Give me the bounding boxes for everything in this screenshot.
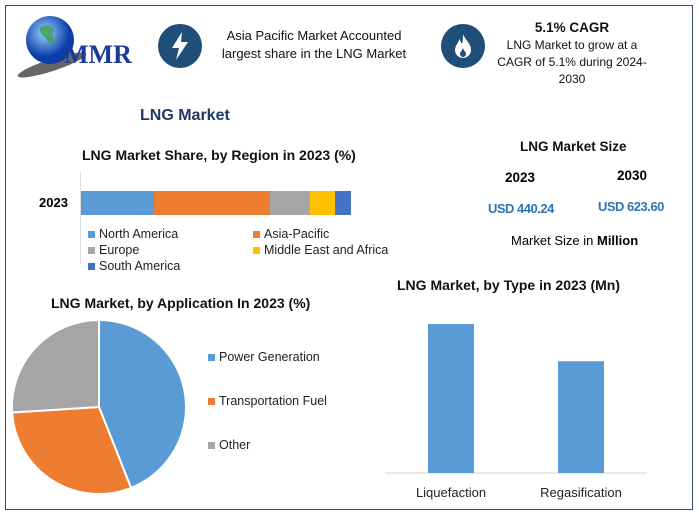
market-size-value-2030: USD 623.60 (598, 199, 664, 214)
market-size-note: Market Size in Million (511, 233, 638, 248)
pie-slice-power-generation (98, 318, 187, 490)
bar-segment-asia-pacific (153, 191, 270, 215)
legend-label: North America (99, 227, 179, 241)
region-axis (80, 172, 81, 264)
application-pie (11, 318, 187, 495)
x-tick-label: Liquefaction (416, 485, 486, 500)
note-prefix: Market Size in (511, 233, 597, 248)
mmr-logo: MMR (14, 10, 144, 80)
legend-swatch (88, 262, 95, 270)
logo-text: MMR (64, 40, 132, 69)
legend-swatch (88, 230, 95, 238)
info-cagr: 5.1% CAGR LNG Market to grow at a CAGR o… (497, 19, 647, 88)
legend-label: Power Generation (219, 350, 320, 364)
region-category-label: 2023 (39, 195, 68, 210)
legend-label: Middle East and Africa (264, 243, 389, 257)
legend-item-other: Other (208, 438, 327, 452)
application-chart-title: LNG Market, by Application In 2023 (%) (51, 295, 311, 311)
legend-label: Europe (99, 243, 140, 257)
legend-item-power-generation: Power Generation (208, 350, 327, 364)
legend-item-middle-east-and-africa: Middle East and Africa (253, 243, 413, 257)
type-chart-title: LNG Market, by Type in 2023 (Mn) (397, 277, 621, 293)
pie-slice-other (11, 318, 100, 414)
legend-label: Asia-Pacific (264, 227, 330, 241)
legend-swatch (253, 230, 260, 238)
legend-item-north-america: North America (88, 227, 253, 241)
market-size-year-2030: 2030 (617, 168, 648, 183)
legend-label: Transportation Fuel (219, 394, 327, 408)
pie-slice-transportation-fuel (11, 405, 133, 495)
legend-swatch (208, 397, 215, 405)
bar-segment-europe (269, 191, 311, 215)
info-asia-pacific: Asia Pacific Market Accounted largest sh… (221, 28, 407, 61)
bar-segment-south-america (334, 191, 351, 215)
region-chart-title: LNG Market Share, by Region in 2023 (%) (82, 147, 356, 163)
legend-swatch (208, 441, 215, 449)
bar-liquefaction (428, 324, 474, 473)
legend-swatch (88, 246, 95, 254)
legend-item-asia-pacific: Asia-Pacific (253, 227, 413, 241)
region-stacked-bar (81, 191, 351, 215)
type-bar-chart: Liquefaction Regasification (385, 324, 647, 500)
bar-segment-middle-east-and-africa (310, 191, 335, 215)
frame-border (5, 5, 693, 510)
application-legend: Power Generation Transportation Fuel Other (208, 350, 327, 482)
legend-item-europe: Europe (88, 243, 253, 257)
legend-item-south-america: South America (88, 259, 253, 273)
market-size-year-2023: 2023 (505, 170, 536, 185)
legend-label: South America (99, 259, 181, 273)
flame-icon (441, 24, 485, 68)
bar-regasification (558, 361, 604, 473)
note-unit: Million (596, 233, 639, 248)
legend-item-transportation-fuel: Transportation Fuel (208, 394, 327, 408)
market-size-title: LNG Market Size (520, 139, 627, 154)
lightning-icon (158, 24, 202, 68)
legend-swatch (208, 353, 215, 361)
cagr-title: 5.1% CAGR (534, 20, 610, 35)
region-legend: North America Asia-Pacific Europe Middle Ea… (88, 227, 408, 273)
main-title: LNG Market (140, 107, 230, 124)
legend-label: Other (219, 438, 251, 452)
cagr-text: LNG Market to grow at a CAGR of 5.1% dur… (497, 38, 647, 86)
x-tick-label: Regasification (540, 485, 622, 500)
bar-segment-north-america (81, 191, 154, 215)
market-size-value-2023: USD 440.24 (488, 201, 554, 216)
legend-swatch (253, 246, 260, 254)
